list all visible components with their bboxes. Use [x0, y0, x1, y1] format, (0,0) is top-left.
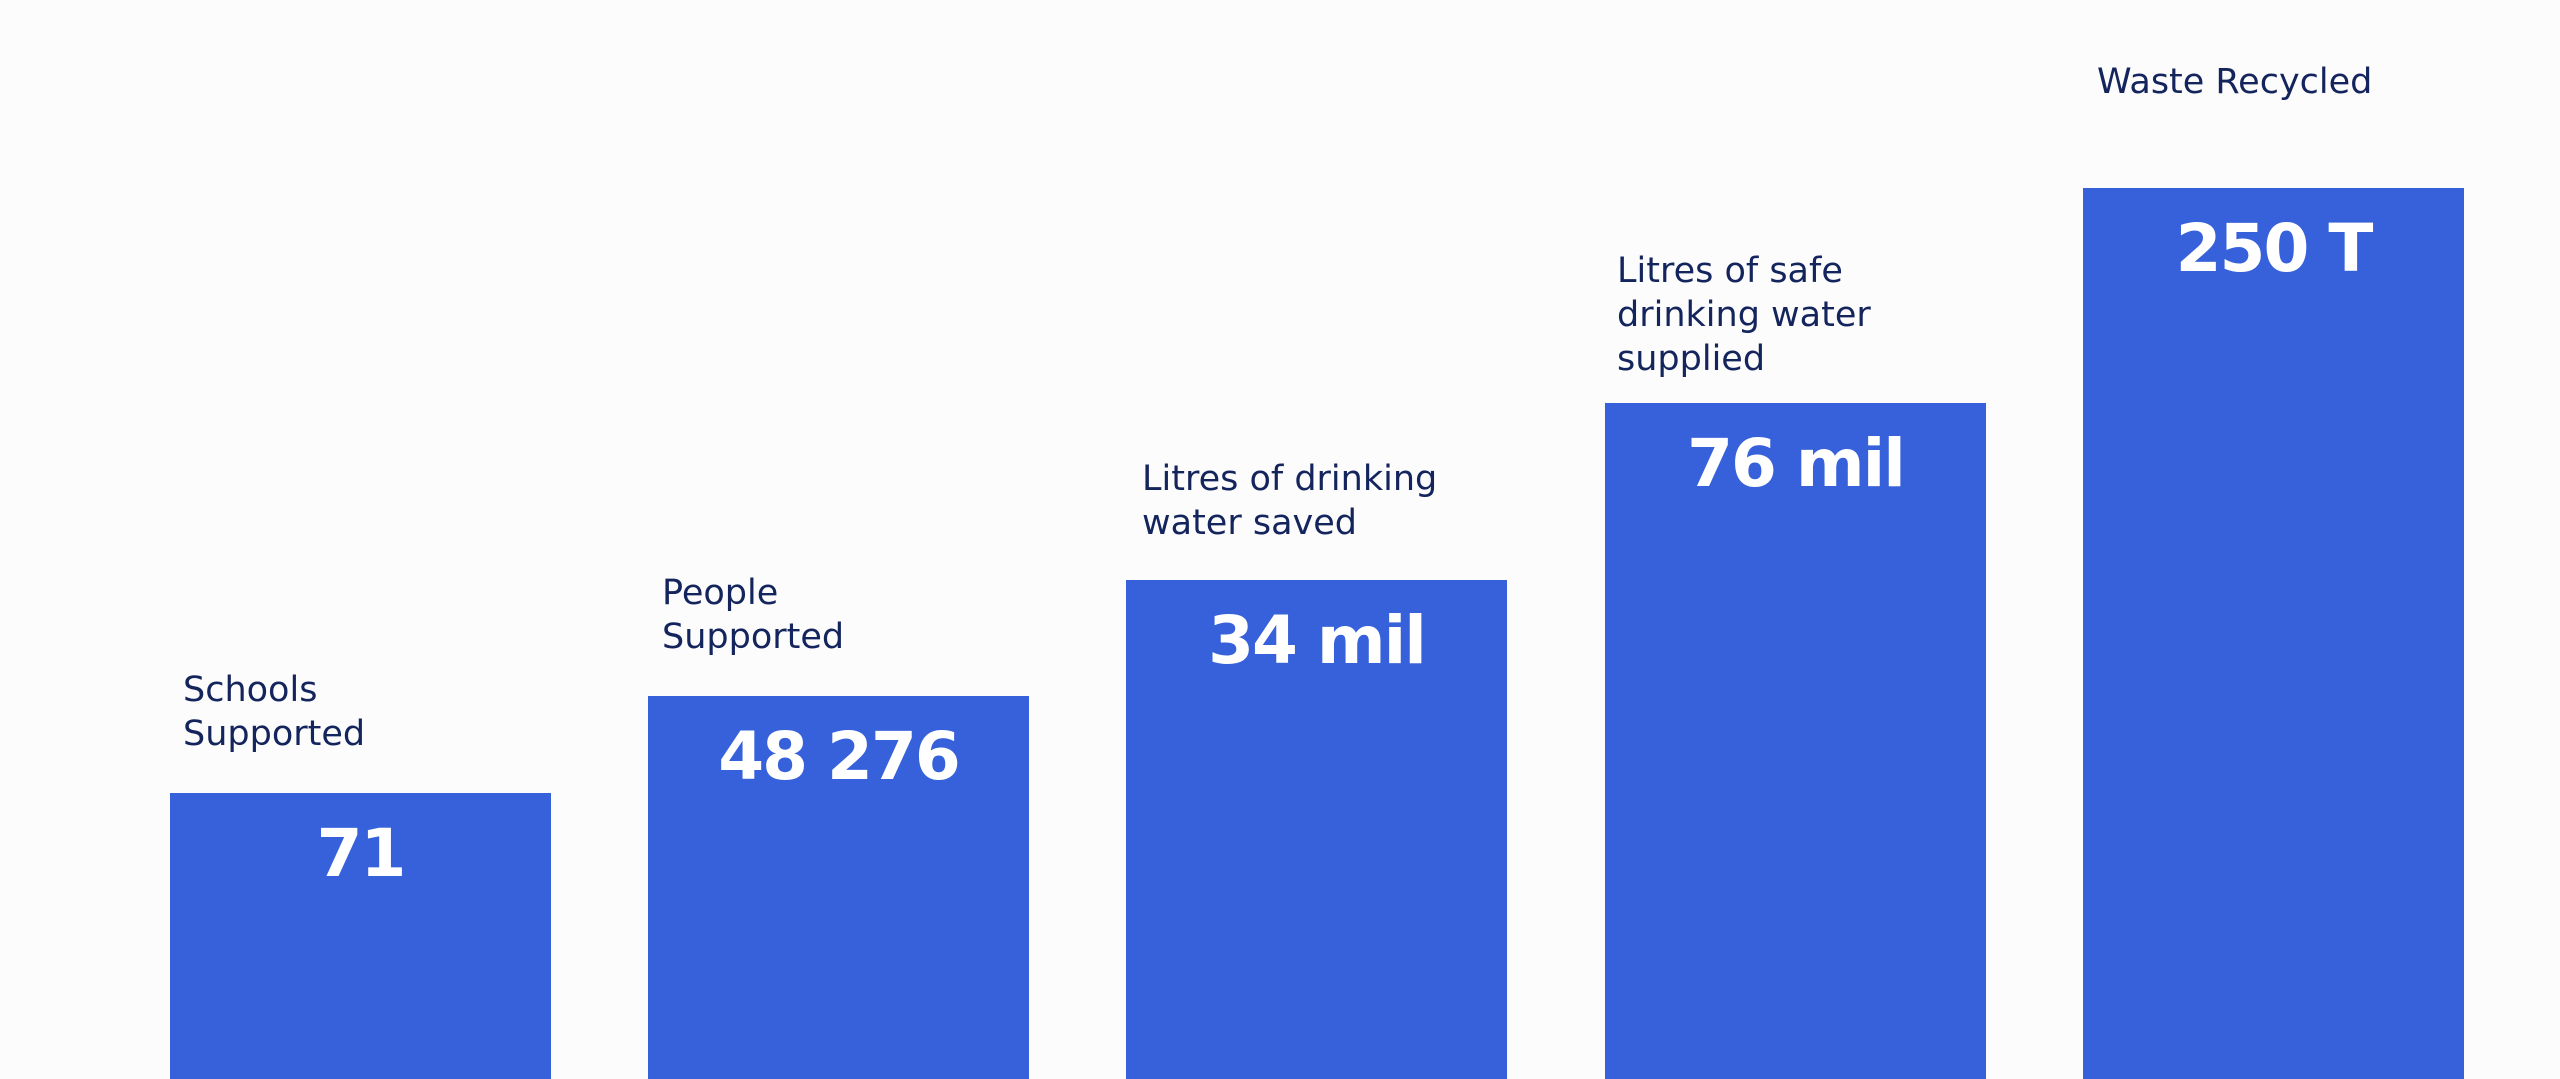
- category-label: Litres of safe drinking water supplied: [1617, 249, 1947, 381]
- bar-value-label: 71: [316, 815, 407, 892]
- category-label-line: water saved: [1142, 503, 1357, 543]
- bar-value-label: 250 T: [2175, 210, 2374, 287]
- bar-4: 76 mil: [1605, 403, 1986, 1079]
- category-label: Waste Recycled: [2097, 60, 2427, 104]
- category-label-line: People: [662, 573, 779, 613]
- bar-value-label: 34 mil: [1208, 602, 1427, 679]
- category-label-line: Supported: [662, 617, 845, 657]
- category-label: Schools Supported: [183, 668, 513, 756]
- category-label-line: Supported: [183, 714, 366, 754]
- category-label-line: Litres of drinking: [1142, 459, 1438, 499]
- bar-3: 34 mil: [1126, 580, 1507, 1079]
- bar-2: 48 276: [648, 696, 1029, 1079]
- category-label-line: Schools: [183, 670, 318, 710]
- category-label-line: drinking water: [1617, 295, 1871, 335]
- category-label-line: supplied: [1617, 339, 1766, 379]
- category-label-line: Litres of safe: [1617, 251, 1843, 291]
- category-label-line: Waste Recycled: [2097, 62, 2373, 102]
- bar-value-label: 48 276: [718, 718, 961, 795]
- bar-value-label: 76 mil: [1687, 425, 1906, 502]
- category-label: Litres of drinking water saved: [1142, 457, 1472, 545]
- bar-1: 71: [170, 793, 551, 1079]
- bar-5: 250 T: [2083, 188, 2464, 1079]
- category-label: People Supported: [662, 571, 992, 659]
